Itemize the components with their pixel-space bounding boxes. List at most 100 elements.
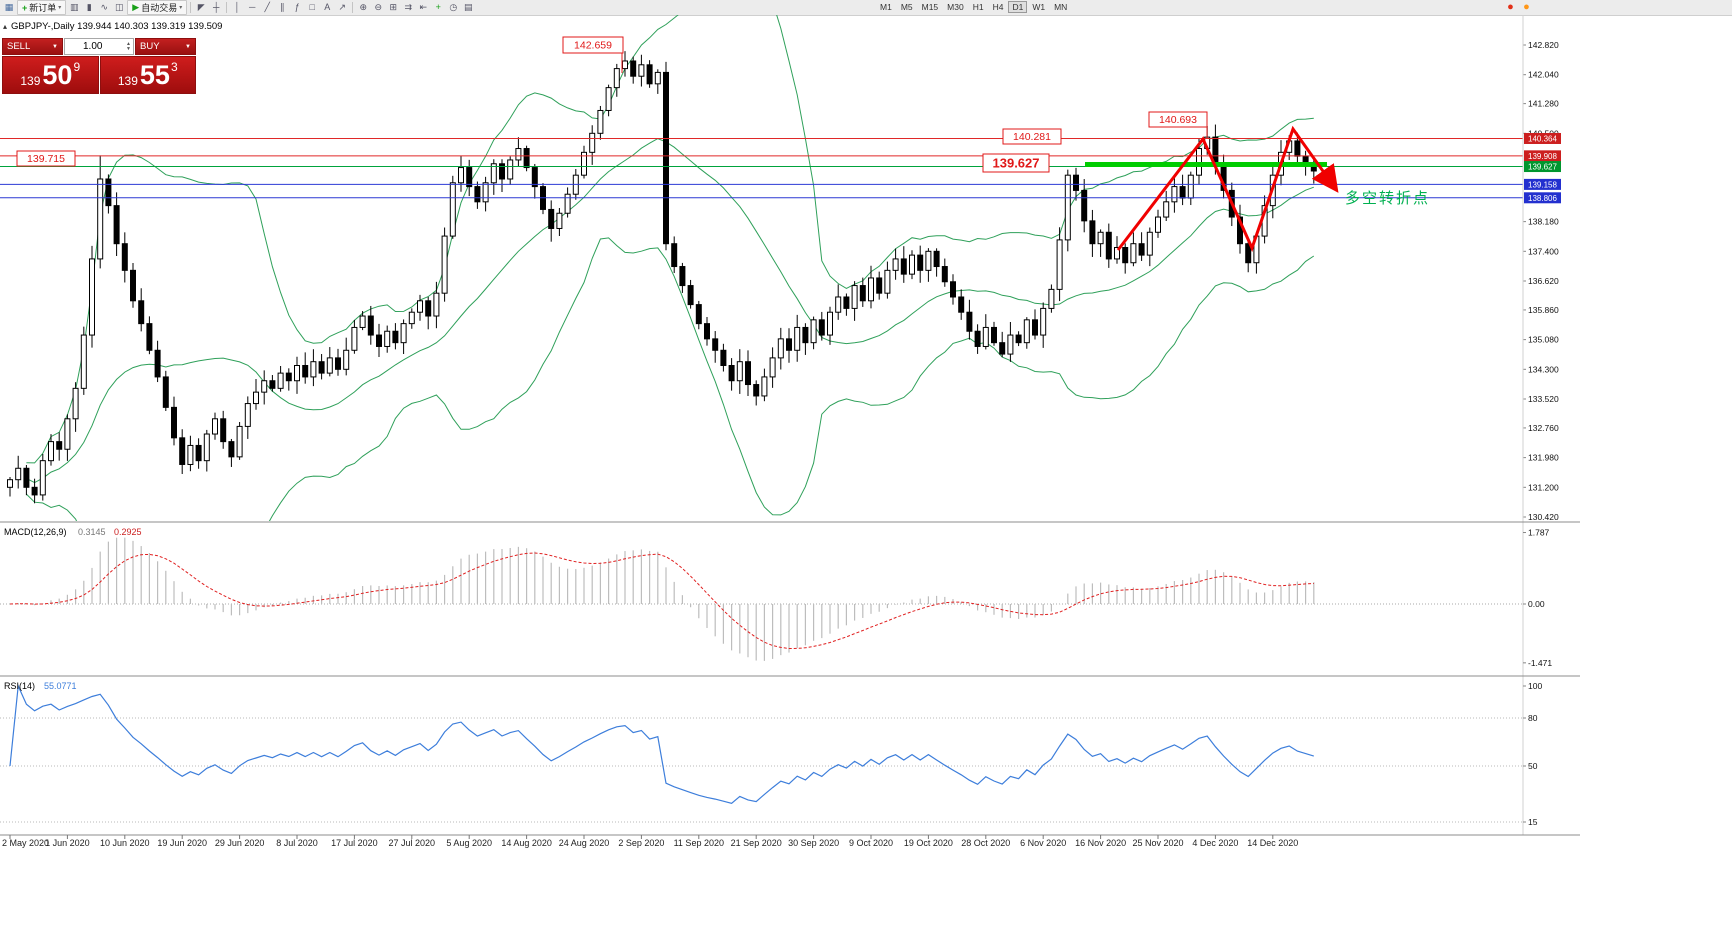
buy-price-tile[interactable]: 139 55 3 — [99, 56, 196, 94]
zigzag-arrow-object[interactable] — [1116, 125, 1339, 253]
chart-bars-icon[interactable]: ▥ — [70, 2, 79, 12]
timeframe-button[interactable]: M15 — [918, 1, 943, 13]
bid-big-digits: 50 — [42, 59, 73, 90]
fibonacci-icon[interactable]: ƒ — [294, 2, 300, 12]
svg-text:130.420: 130.420 — [1528, 512, 1559, 522]
timeframe-button[interactable]: H4 — [989, 1, 1008, 13]
spin-down-icon[interactable]: ▼ — [126, 45, 131, 52]
timeframe-button[interactable]: H1 — [969, 1, 988, 13]
auto-trading-button[interactable]: ▶ 自动交易 ▾ — [127, 0, 188, 15]
symbol-ohlc-label: GBPJPY-,Daily 139.944 140.303 139.319 13… — [11, 21, 223, 32]
one-click-toggle-icon[interactable]: ▴ — [3, 22, 8, 31]
sell-button[interactable]: SELL ▼ — [2, 38, 63, 55]
sell-price-tile[interactable]: 139 50 9 — [2, 56, 99, 94]
tile-windows-icon[interactable]: ⊞ — [389, 2, 398, 12]
svg-text:19 Jun 2020: 19 Jun 2020 — [157, 838, 207, 848]
svg-text:142.040: 142.040 — [1528, 70, 1559, 80]
symbol-header: ▴ GBPJPY-,Daily 139.944 140.303 139.319 … — [3, 21, 222, 32]
main-toolbar: ▦ + 新订单 ▾ ▥ ▮ ∿ ◫ ▶ 自动交易 ▾ ◤ ┼ │ ─ ╱ ∥ ƒ □ A ↗ ⊕ ⊖ ⊞ ⇉ ⇤ + ◷ ▤ M1 M5 M… — [0, 0, 1732, 16]
horizontal-line-icon[interactable]: ─ — [249, 2, 256, 12]
svg-text:0.2925: 0.2925 — [114, 527, 142, 537]
svg-text:6 Nov 2020: 6 Nov 2020 — [1020, 838, 1066, 848]
rsi-panel: RSI(14) 55.0771 100 80 50 15 — [0, 681, 1542, 827]
new-order-button[interactable]: + 新订单 ▾ — [17, 0, 67, 15]
bollinger-bands — [26, 15, 1315, 521]
profiles-icon[interactable]: ◫ — [115, 2, 124, 12]
svg-text:138.180: 138.180 — [1528, 217, 1559, 227]
chart-canvas[interactable]: 142.659 139.715 140.281 139.627 140.693 142.… — [0, 15, 1580, 851]
dropdown-caret-icon: ▾ — [179, 5, 183, 11]
svg-text:2 May 2020: 2 May 2020 — [2, 838, 49, 848]
candlestick-series — [7, 51, 1317, 504]
timeframe-button[interactable]: MN — [1050, 1, 1071, 13]
crosshair-icon[interactable]: ┼ — [213, 2, 220, 12]
auto-scroll-icon[interactable]: ⇉ — [404, 2, 413, 12]
spin-up-icon[interactable]: ▲ — [126, 40, 131, 47]
ask-prefix: 139 — [117, 74, 138, 88]
svg-text:80: 80 — [1528, 713, 1538, 723]
svg-text:21 Sep 2020: 21 Sep 2020 — [731, 838, 782, 848]
vertical-line-icon[interactable]: │ — [234, 2, 241, 12]
svg-text:25 Nov 2020: 25 Nov 2020 — [1132, 838, 1183, 848]
templates-icon[interactable]: ▤ — [463, 2, 473, 12]
svg-text:27 Jul 2020: 27 Jul 2020 — [389, 838, 436, 848]
news-alert-icon[interactable]: ● — [1507, 1, 1514, 13]
svg-text:14 Dec 2020: 14 Dec 2020 — [1247, 838, 1298, 848]
sell-dropdown-icon[interactable]: ▼ — [52, 43, 58, 50]
order-controls-row: SELL ▼ 1.00 ▲ ▼ BUY ▼ — [2, 38, 196, 55]
price-text-labels[interactable]: 142.659 139.715 140.281 139.627 140.693 — [16, 36, 1208, 173]
buy-button[interactable]: BUY ▼ — [135, 38, 196, 55]
svg-text:30 Sep 2020: 30 Sep 2020 — [788, 838, 839, 848]
svg-text:139.627: 139.627 — [1528, 163, 1557, 172]
svg-text:15: 15 — [1528, 817, 1538, 827]
toolbar-separator — [352, 2, 354, 13]
svg-text:29 Jun 2020: 29 Jun 2020 — [215, 838, 265, 848]
panel-separators[interactable] — [0, 521, 1580, 836]
turning-point-annotation[interactable]: 多空转折点 — [1345, 190, 1431, 207]
svg-text:0.00: 0.00 — [1528, 599, 1545, 609]
indicators-list-icon[interactable]: + — [435, 2, 441, 12]
zoom-in-icon[interactable]: ⊕ — [359, 2, 368, 12]
buy-dropdown-icon[interactable]: ▼ — [185, 43, 191, 50]
cursor-icon[interactable]: ◤ — [197, 2, 205, 12]
svg-text:133.520: 133.520 — [1528, 394, 1559, 404]
trendline-icon[interactable]: ╱ — [264, 2, 270, 12]
svg-text:139.627: 139.627 — [993, 156, 1040, 171]
one-click-trading-panel: SELL ▼ 1.00 ▲ ▼ BUY ▼ 139 — [2, 38, 196, 94]
svg-text:5 Aug 2020: 5 Aug 2020 — [446, 838, 492, 848]
notification-icon[interactable]: ● — [1523, 1, 1530, 13]
svg-text:142.820: 142.820 — [1528, 40, 1559, 50]
timeframe-button[interactable]: W1 — [1028, 1, 1049, 13]
volume-input[interactable]: 1.00 ▲ ▼ — [64, 38, 134, 55]
shapes-icon[interactable]: □ — [309, 2, 315, 12]
svg-text:140.281: 140.281 — [1013, 131, 1051, 143]
chart-candles-icon[interactable]: ▮ — [86, 2, 92, 12]
svg-text:134.300: 134.300 — [1528, 364, 1559, 374]
period-clock-icon[interactable]: ◷ — [449, 2, 458, 12]
text-label-icon[interactable]: A — [324, 2, 331, 12]
new-chart-icon[interactable]: ▦ — [4, 2, 14, 12]
ask-pip-digit: 3 — [170, 60, 178, 74]
dropdown-caret-icon: ▾ — [58, 5, 62, 11]
svg-text:140.693: 140.693 — [1159, 114, 1197, 126]
buy-label: BUY — [140, 41, 160, 52]
svg-text:136.620: 136.620 — [1528, 276, 1559, 286]
zoom-out-icon[interactable]: ⊖ — [374, 2, 383, 12]
equidistant-channel-icon[interactable]: ∥ — [280, 2, 285, 12]
svg-text:8 Jul 2020: 8 Jul 2020 — [276, 838, 318, 848]
timeframe-button[interactable]: M30 — [943, 1, 968, 13]
timeframe-button[interactable]: D1 — [1008, 1, 1028, 13]
chart-shift-icon[interactable]: ⇤ — [419, 2, 428, 12]
chart-workspace: 142.659 139.715 140.281 139.627 140.693 142.… — [0, 15, 1732, 941]
timeframe-button[interactable]: M1 — [876, 1, 896, 13]
timeframe-button[interactable]: M5 — [897, 1, 917, 13]
macd-labels: MACD(12,26,9) 0.3145 0.2925 1.787 0.00 -1.471 — [4, 527, 1552, 668]
arrows-icon[interactable]: ↗ — [338, 2, 347, 12]
price-axis: 142.820142.040141.280140.500138.180137.4… — [1522, 15, 1561, 835]
volume-spinner[interactable]: ▲ ▼ — [126, 40, 131, 52]
svg-text:139.715: 139.715 — [27, 153, 65, 165]
svg-text:1 Jun 2020: 1 Jun 2020 — [45, 838, 90, 848]
svg-text:RSI(14): RSI(14) — [4, 681, 35, 691]
chart-line-icon[interactable]: ∿ — [100, 2, 109, 12]
